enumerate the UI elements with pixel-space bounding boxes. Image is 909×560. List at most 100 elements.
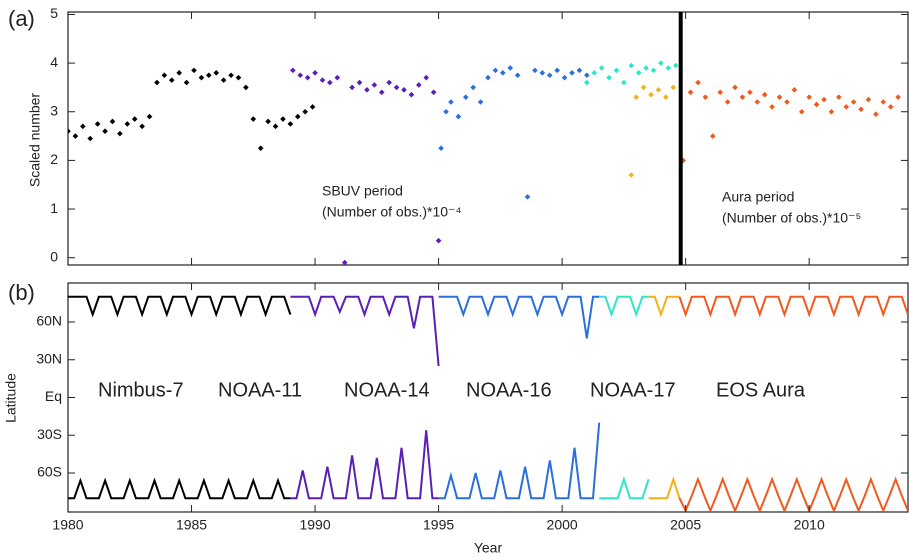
data-point xyxy=(791,87,798,93)
data-point xyxy=(576,67,583,74)
data-point xyxy=(72,133,79,139)
data-point xyxy=(378,89,385,96)
x-tick-label: 1995 xyxy=(423,517,454,533)
data-point xyxy=(294,113,301,120)
data-point xyxy=(710,133,716,139)
coverage-line xyxy=(648,295,680,318)
data-point xyxy=(663,94,669,100)
data-point xyxy=(695,79,701,86)
y-tick-label: 30S xyxy=(37,426,62,442)
data-point xyxy=(341,259,348,265)
data-point xyxy=(895,94,901,100)
data-point xyxy=(272,123,279,130)
data-point xyxy=(717,89,724,96)
data-point xyxy=(485,74,491,81)
data-point xyxy=(102,128,108,135)
data-point xyxy=(228,72,234,79)
coverage-line xyxy=(678,295,908,318)
data-point xyxy=(176,70,182,76)
data-point xyxy=(507,65,514,71)
data-point xyxy=(598,65,605,71)
panel-label: (a) xyxy=(8,6,35,31)
data-point xyxy=(850,99,857,105)
data-point xyxy=(569,70,575,76)
data-point xyxy=(290,67,296,74)
data-point xyxy=(702,94,709,100)
data-point xyxy=(761,91,768,98)
data-point xyxy=(68,128,71,135)
data-point xyxy=(887,104,894,110)
data-point xyxy=(747,89,753,96)
data-point xyxy=(327,79,333,86)
data-point xyxy=(80,123,86,130)
data-point xyxy=(423,74,430,81)
data-point xyxy=(821,96,827,103)
data-point xyxy=(280,116,286,122)
legend-label: EOS Aura xyxy=(716,379,806,401)
data-point xyxy=(665,65,672,71)
coverage-line xyxy=(438,422,601,500)
data-point xyxy=(584,72,590,79)
data-point xyxy=(183,79,190,86)
data-point xyxy=(146,113,153,120)
data-point xyxy=(806,94,812,100)
data-point xyxy=(539,70,546,76)
coverage-line xyxy=(678,476,908,512)
data-point xyxy=(220,77,227,83)
data-point xyxy=(250,116,257,122)
data-point xyxy=(297,72,304,79)
y-tick-label: 4 xyxy=(50,54,58,70)
data-point xyxy=(257,145,264,152)
x-axis-label: Year xyxy=(474,540,503,556)
y-tick-label: 3 xyxy=(50,102,58,118)
y-tick-label: 1 xyxy=(50,200,58,216)
x-tick-label: 2000 xyxy=(547,517,578,533)
data-point xyxy=(356,79,363,86)
legend-label: NOAA-14 xyxy=(344,379,430,401)
data-point xyxy=(873,111,879,117)
data-point xyxy=(235,74,242,81)
x-tick-label: 2005 xyxy=(670,517,701,533)
data-point xyxy=(655,87,662,93)
data-point xyxy=(648,91,654,98)
data-point xyxy=(769,104,775,110)
x-tick-label: 1980 xyxy=(52,517,83,533)
data-point xyxy=(206,72,212,79)
y-tick-label: 0 xyxy=(50,248,58,264)
y-tick-label: Eq xyxy=(45,388,62,404)
data-point xyxy=(613,67,620,74)
data-point xyxy=(462,94,469,100)
y-tick-label: 5 xyxy=(50,5,58,21)
data-point xyxy=(430,89,437,96)
data-point xyxy=(858,106,864,113)
annotation: SBUV period xyxy=(322,183,403,199)
data-point xyxy=(87,135,94,142)
data-point xyxy=(161,72,168,79)
data-point xyxy=(514,72,521,79)
x-tick-label: 2010 xyxy=(794,517,825,533)
data-point xyxy=(532,67,538,74)
data-point xyxy=(364,87,370,93)
data-point xyxy=(880,99,887,105)
data-point xyxy=(561,74,568,81)
data-point xyxy=(640,84,647,91)
data-point xyxy=(628,62,635,69)
plot-frame xyxy=(67,11,909,266)
data-point xyxy=(524,194,531,200)
data-point xyxy=(243,84,249,91)
data-point xyxy=(213,70,220,76)
data-point xyxy=(349,84,355,91)
annotation: (Number of obs.)*10⁻⁵ xyxy=(722,210,861,226)
legend-label: NOAA-16 xyxy=(466,379,552,401)
coverage-line xyxy=(438,295,600,339)
data-point xyxy=(401,87,407,93)
data-point xyxy=(124,121,131,127)
data-point xyxy=(198,74,205,81)
data-point xyxy=(438,145,444,152)
data-point xyxy=(724,99,731,105)
data-point xyxy=(470,84,476,91)
coverage-line xyxy=(68,295,292,318)
data-point xyxy=(302,108,308,115)
